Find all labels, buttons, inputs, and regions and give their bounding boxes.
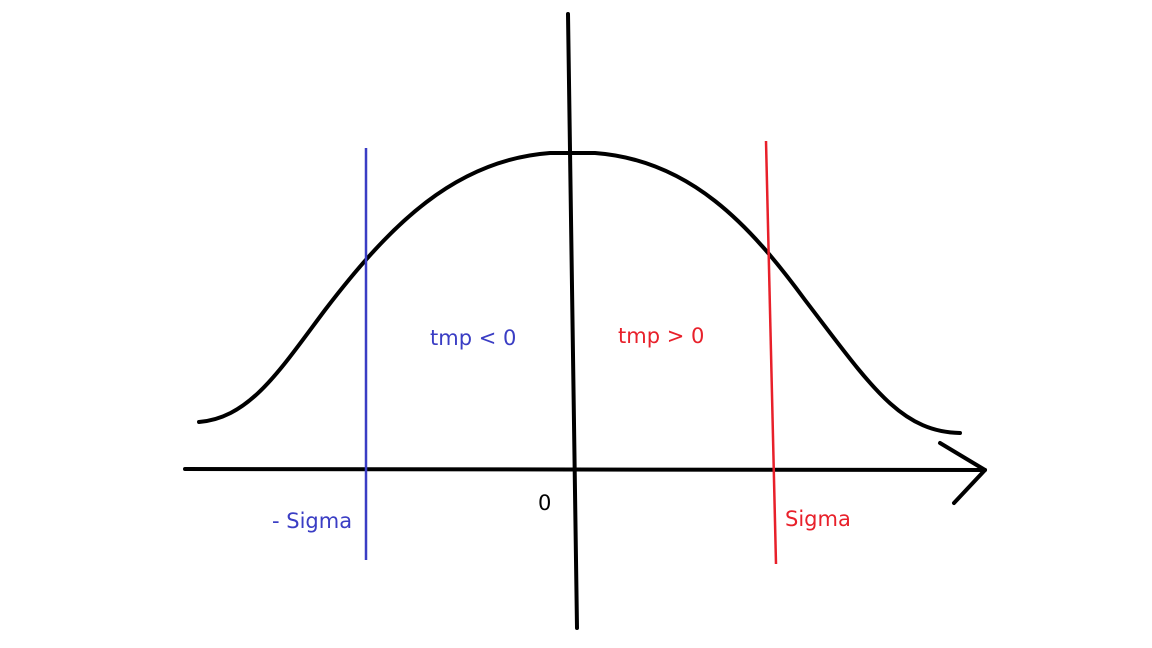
x-axis bbox=[183, 467, 987, 472]
tmp-negative-label: tmp < 0 bbox=[430, 326, 516, 350]
neg-sigma-label: - Sigma bbox=[272, 509, 352, 533]
sigma-line bbox=[764, 140, 778, 565]
sigma-label: Sigma bbox=[785, 507, 851, 531]
x-axis-arrowhead bbox=[938, 441, 987, 505]
bell-curve bbox=[197, 151, 962, 435]
tmp-positive-label: tmp > 0 bbox=[618, 324, 704, 348]
y-axis bbox=[566, 12, 579, 630]
zero-label: 0 bbox=[538, 491, 551, 515]
